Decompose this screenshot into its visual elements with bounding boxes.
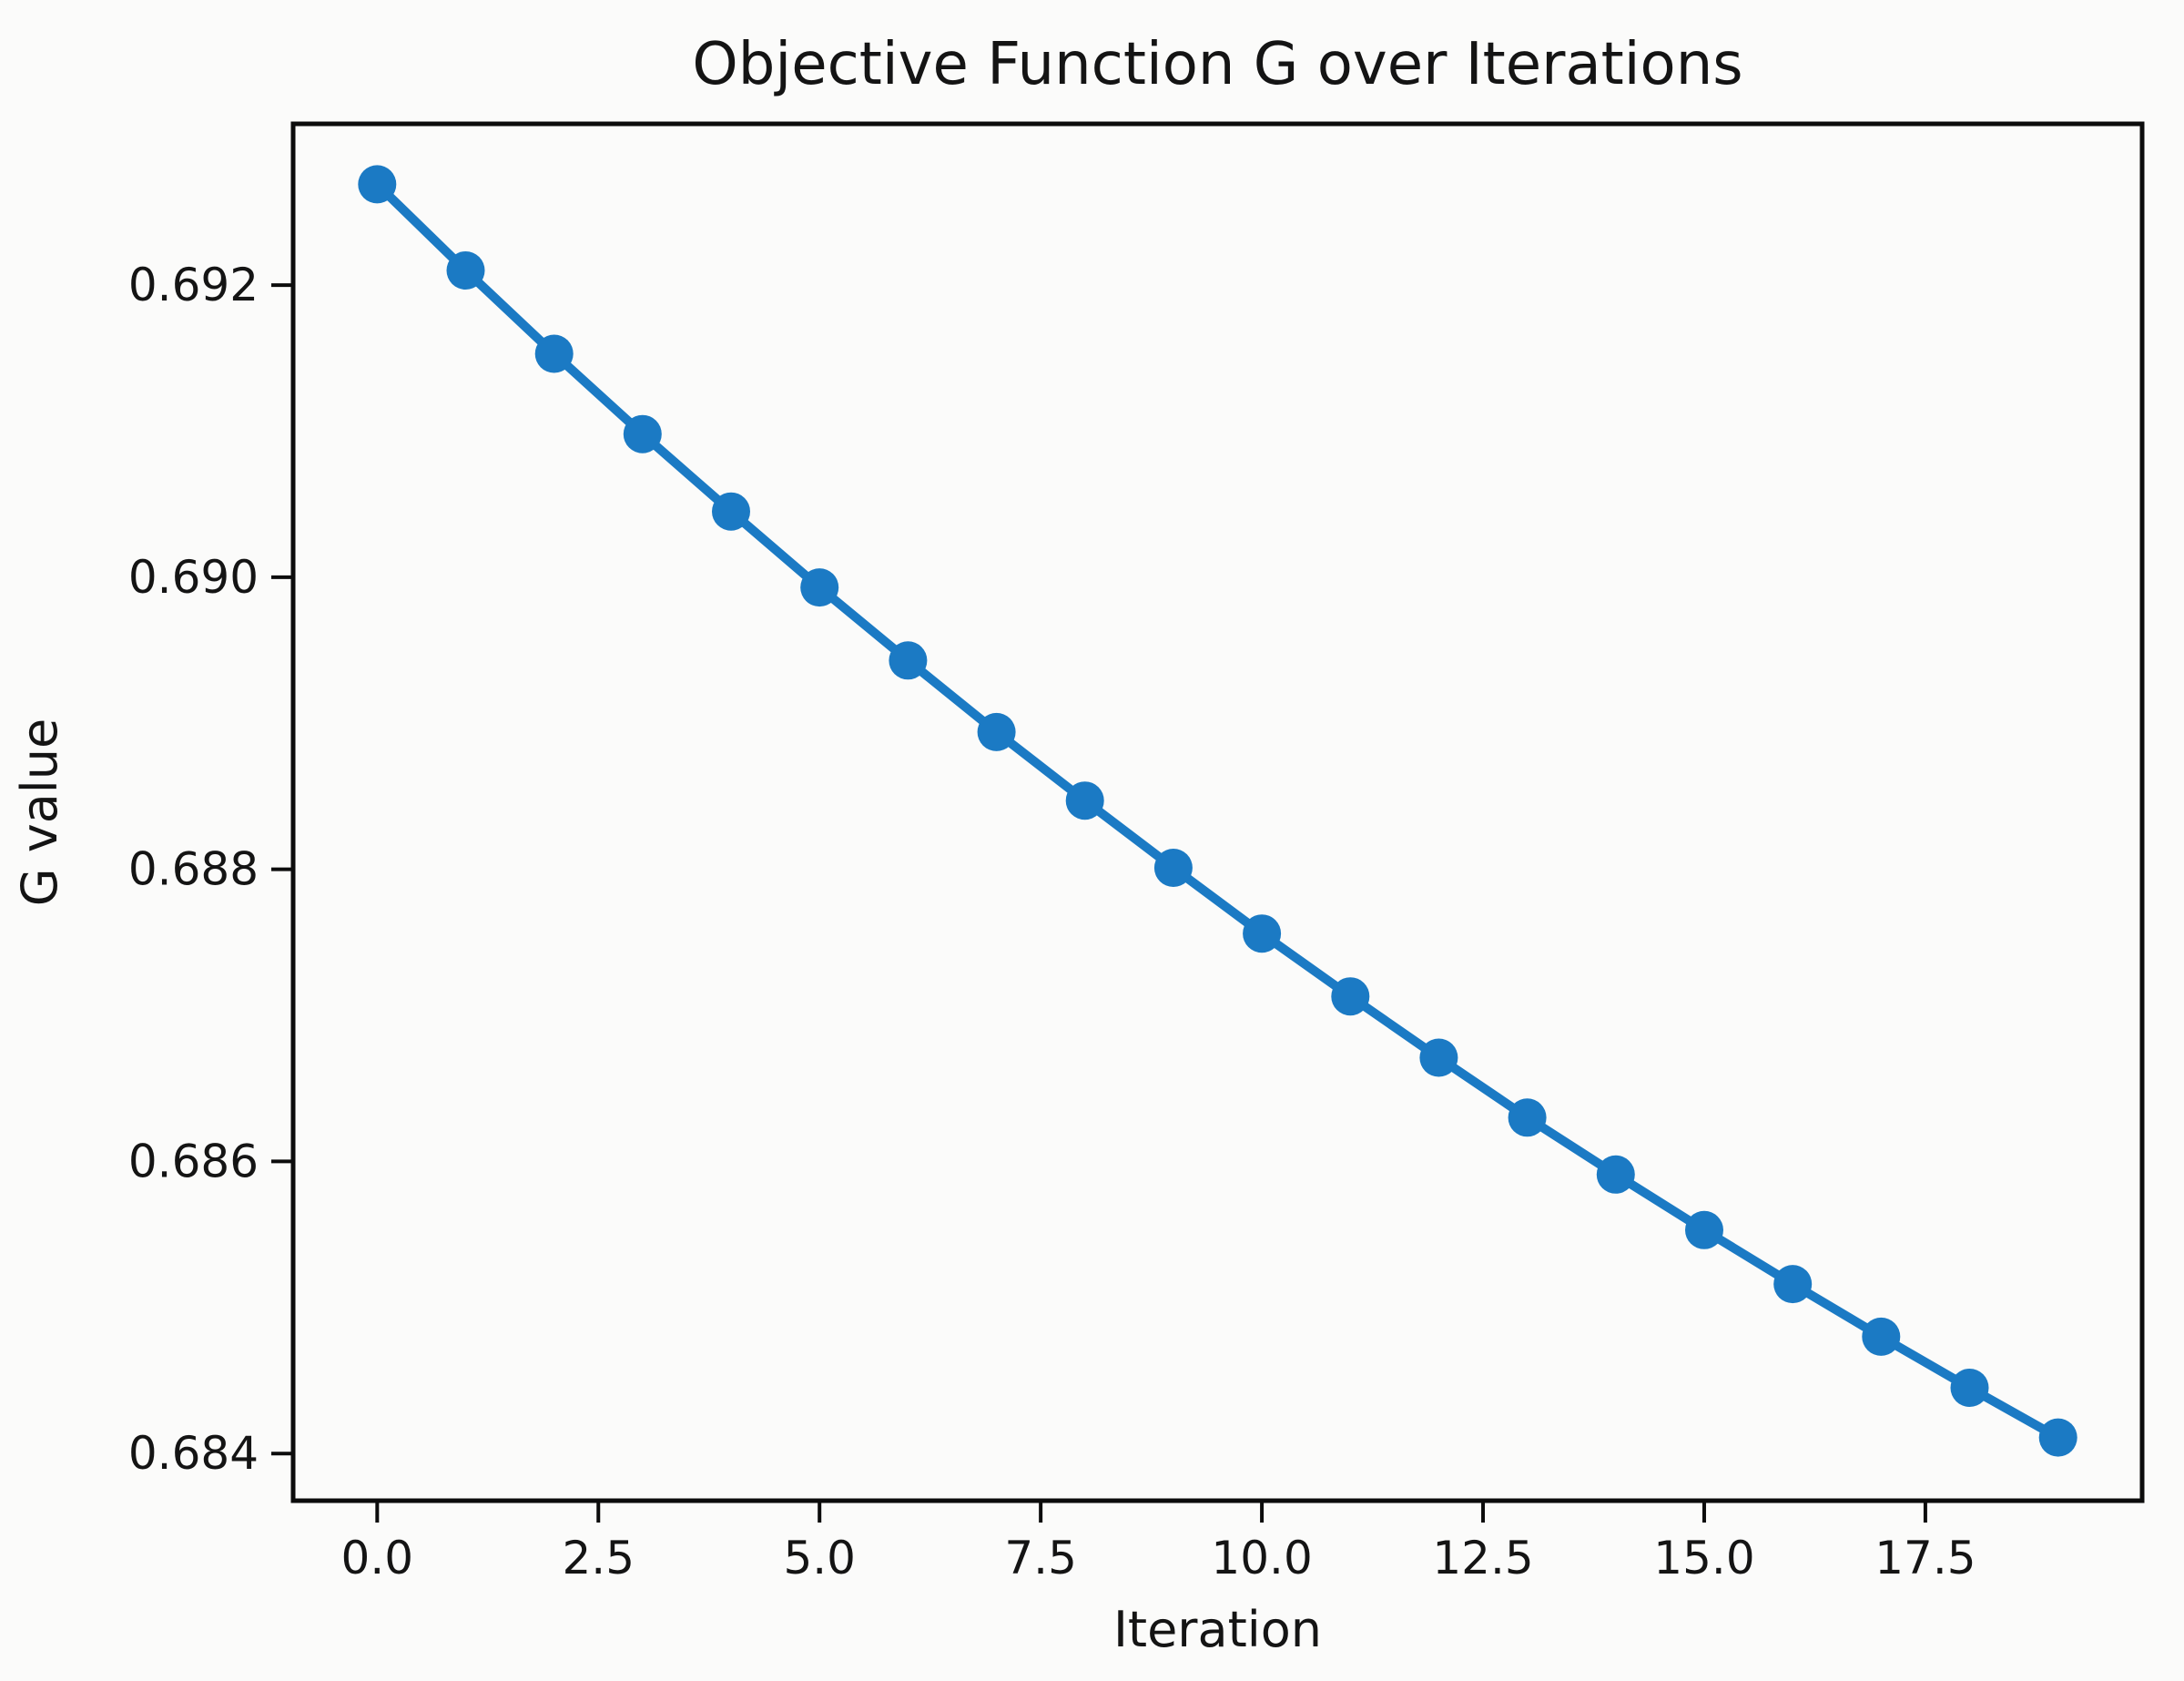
y-tick-label: 0.684	[128, 1427, 259, 1480]
data-point-marker	[1596, 1155, 1635, 1194]
x-tick-label: 5.0	[783, 1532, 856, 1584]
x-tick-label: 2.5	[562, 1532, 635, 1584]
data-point-marker	[1862, 1317, 1901, 1356]
x-tick-label: 10.0	[1211, 1532, 1312, 1584]
data-point-marker	[889, 641, 928, 680]
x-tick-label: 7.5	[1004, 1532, 1077, 1584]
data-point-marker	[446, 251, 485, 290]
y-axis-label: G value	[11, 718, 68, 907]
data-point-marker	[1508, 1098, 1547, 1137]
data-series-line	[372, 179, 2063, 1442]
y-tick-label: 0.688	[128, 843, 259, 896]
data-point-marker	[1773, 1265, 1813, 1304]
y-tick-label: 0.690	[128, 551, 259, 604]
data-point-marker	[1331, 977, 1370, 1016]
plot-border	[290, 121, 2145, 1503]
data-point-marker	[358, 165, 397, 204]
chart-title: Objective Function G over Iterations	[692, 31, 1743, 98]
data-point-marker	[712, 492, 750, 531]
data-point-marker	[800, 568, 839, 607]
data-point-marker	[1153, 849, 1193, 887]
data-point-marker	[623, 414, 662, 453]
x-tick-label: 17.5	[1874, 1532, 1976, 1584]
y-tick-label: 0.686	[128, 1135, 259, 1187]
data-point-marker	[1243, 914, 1282, 953]
data-point-marker	[1065, 781, 1104, 820]
data-point-marker	[534, 334, 574, 373]
data-point-marker	[1419, 1038, 1458, 1077]
data-point-marker	[2038, 1418, 2077, 1457]
y-tick-label: 0.692	[128, 259, 259, 311]
data-point-marker	[1685, 1210, 1723, 1249]
x-axis-label: Iteration	[1113, 1601, 1322, 1658]
data-point-marker	[977, 712, 1016, 751]
x-tick-label: 15.0	[1653, 1532, 1754, 1584]
x-tick-label: 0.0	[341, 1532, 414, 1584]
x-tick-label: 12.5	[1432, 1532, 1533, 1584]
data-point-marker	[1950, 1369, 1989, 1407]
